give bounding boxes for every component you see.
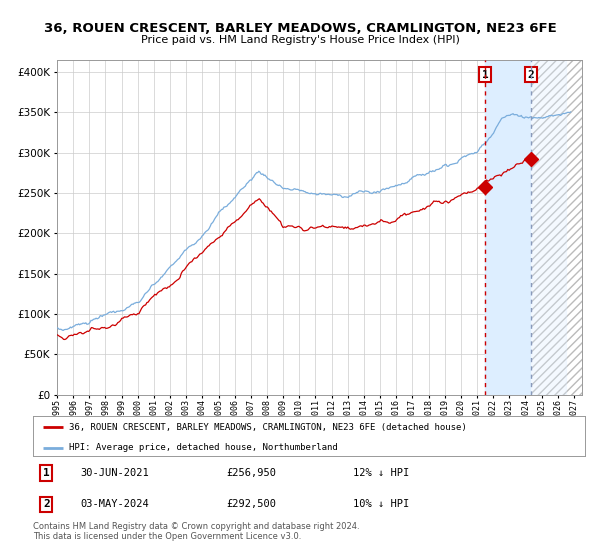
Text: £256,950: £256,950	[226, 468, 276, 478]
Text: 03-MAY-2024: 03-MAY-2024	[80, 500, 149, 510]
Bar	[531, 60, 582, 395]
Text: £292,500: £292,500	[226, 500, 276, 510]
Text: HPI: Average price, detached house, Northumberland: HPI: Average price, detached house, Nort…	[69, 443, 338, 452]
Text: 2: 2	[527, 69, 534, 80]
Text: Contains HM Land Registry data © Crown copyright and database right 2024.
This d: Contains HM Land Registry data © Crown c…	[33, 522, 359, 542]
Text: 1: 1	[43, 468, 50, 478]
Bar	[531, 60, 566, 395]
Text: 2: 2	[43, 500, 50, 510]
Bar	[485, 60, 531, 395]
Text: 12% ↓ HPI: 12% ↓ HPI	[353, 468, 409, 478]
Text: 36, ROUEN CRESCENT, BARLEY MEADOWS, CRAMLINGTON, NE23 6FE: 36, ROUEN CRESCENT, BARLEY MEADOWS, CRAM…	[44, 22, 556, 35]
Text: 30-JUN-2021: 30-JUN-2021	[80, 468, 149, 478]
Text: 36, ROUEN CRESCENT, BARLEY MEADOWS, CRAMLINGTON, NE23 6FE (detached house): 36, ROUEN CRESCENT, BARLEY MEADOWS, CRAM…	[69, 423, 467, 432]
Text: 10% ↓ HPI: 10% ↓ HPI	[353, 500, 409, 510]
Text: 1: 1	[482, 69, 488, 80]
Text: Price paid vs. HM Land Registry's House Price Index (HPI): Price paid vs. HM Land Registry's House …	[140, 35, 460, 45]
